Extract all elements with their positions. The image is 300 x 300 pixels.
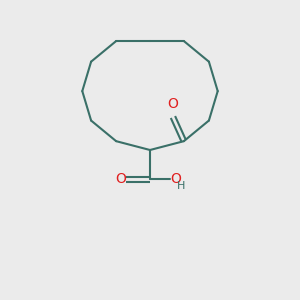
Text: O: O	[170, 172, 181, 186]
Text: O: O	[167, 97, 178, 110]
Text: H: H	[177, 181, 185, 191]
Text: O: O	[116, 172, 127, 186]
